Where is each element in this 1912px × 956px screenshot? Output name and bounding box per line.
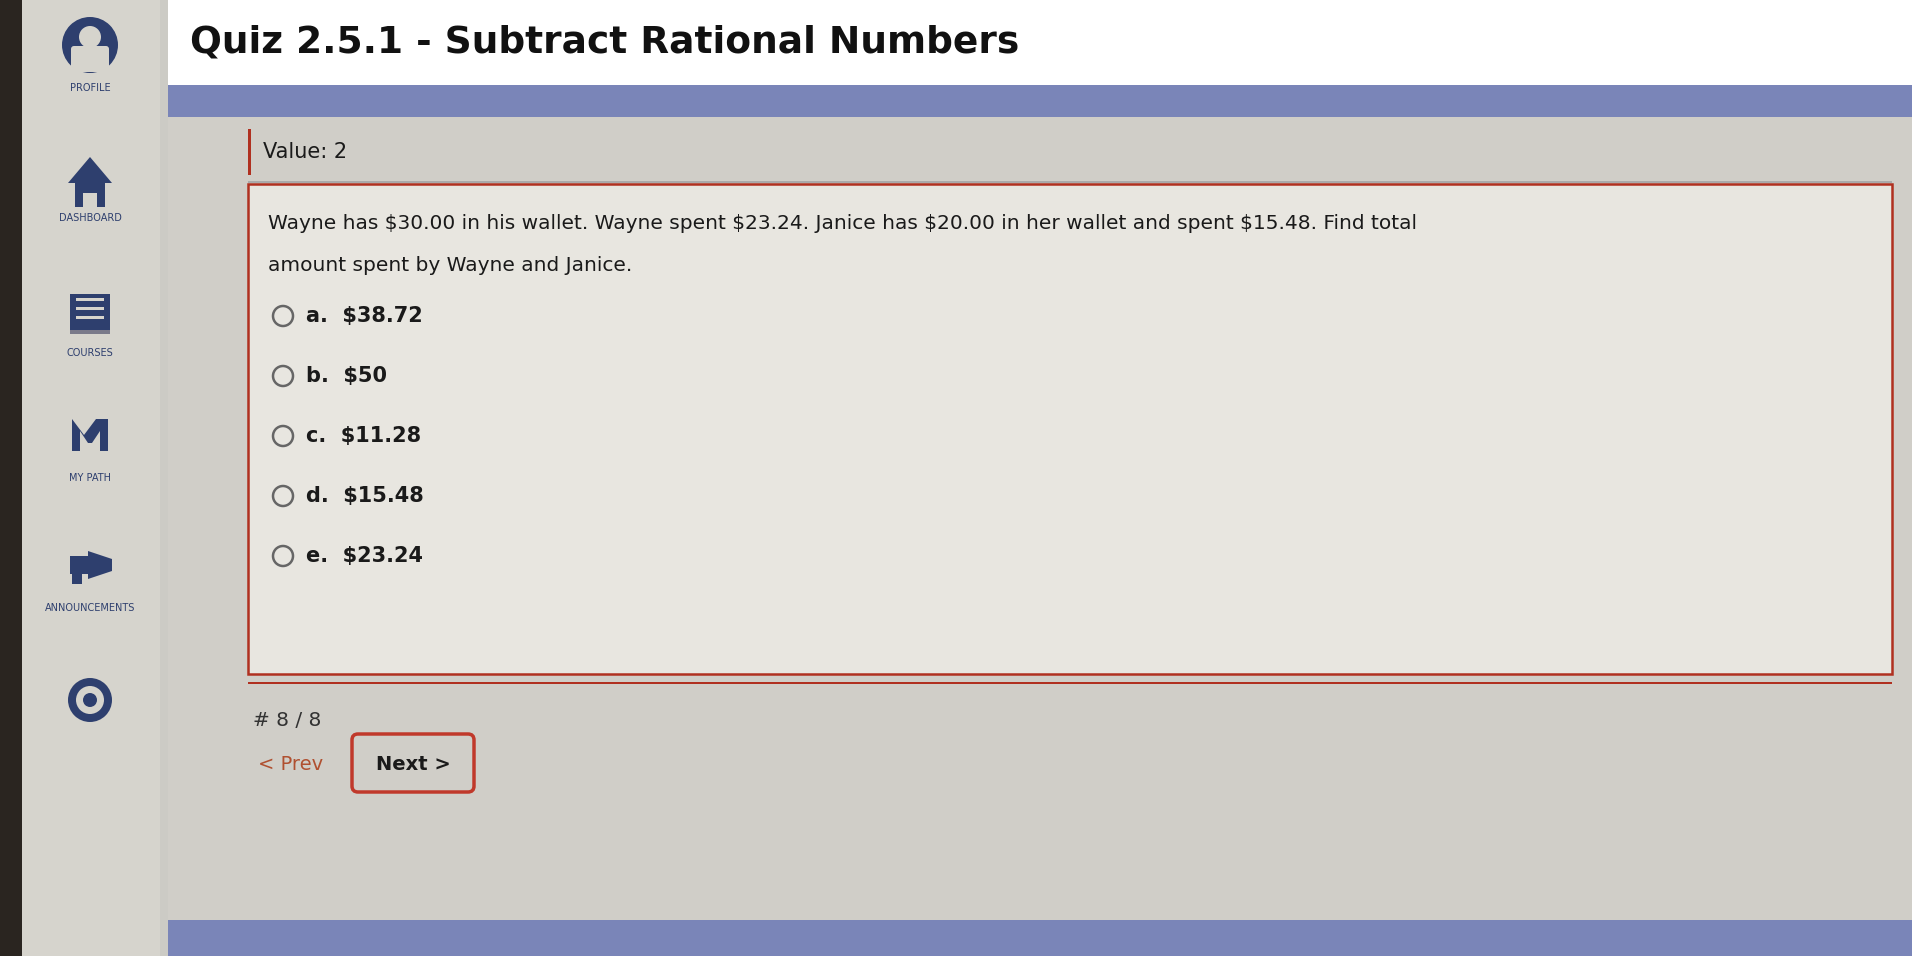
- FancyBboxPatch shape: [352, 734, 474, 792]
- Bar: [168, 117, 1912, 956]
- Bar: [82, 193, 98, 207]
- Text: b.  \$50: b. \$50: [306, 366, 386, 386]
- Text: Next >: Next >: [375, 754, 451, 773]
- Polygon shape: [88, 551, 113, 579]
- Circle shape: [69, 678, 113, 722]
- Circle shape: [61, 17, 119, 73]
- Text: Quiz 2.5.1 - Subtract Rational Numbers: Quiz 2.5.1 - Subtract Rational Numbers: [189, 25, 1019, 60]
- Bar: [75, 183, 105, 207]
- Text: ANNOUNCEMENTS: ANNOUNCEMENTS: [44, 603, 136, 613]
- Text: < Prev: < Prev: [258, 754, 323, 773]
- Bar: [76, 316, 103, 319]
- Polygon shape: [69, 157, 113, 183]
- Bar: [0, 0, 161, 956]
- Bar: [71, 556, 88, 574]
- Circle shape: [76, 686, 103, 714]
- Bar: [0, 0, 23, 956]
- Text: e.  \$23.24: e. \$23.24: [306, 546, 423, 566]
- Bar: [71, 330, 111, 334]
- Bar: [76, 298, 103, 301]
- Text: PROFILE: PROFILE: [69, 83, 111, 93]
- Bar: [71, 294, 111, 330]
- Text: MY PATH: MY PATH: [69, 473, 111, 483]
- Text: Wayne has \$30.00 in his wallet. Wayne spent \$23.24. Janice has \$20.00 in her : Wayne has \$30.00 in his wallet. Wayne s…: [268, 214, 1417, 233]
- Text: d.  \$15.48: d. \$15.48: [306, 486, 424, 506]
- Circle shape: [82, 693, 98, 707]
- Text: a.  \$38.72: a. \$38.72: [306, 306, 423, 326]
- Text: c.  \$11.28: c. \$11.28: [306, 426, 421, 446]
- FancyBboxPatch shape: [249, 184, 1893, 674]
- Bar: [76, 307, 103, 310]
- Bar: [73, 574, 82, 584]
- Text: COURSES: COURSES: [67, 348, 113, 358]
- Bar: [168, 920, 1912, 956]
- Bar: [249, 181, 1893, 183]
- Polygon shape: [73, 419, 107, 451]
- Bar: [249, 682, 1893, 684]
- Circle shape: [78, 26, 101, 48]
- FancyBboxPatch shape: [71, 46, 109, 72]
- Text: Value: 2: Value: 2: [264, 142, 348, 162]
- Bar: [168, 85, 1912, 117]
- Text: DASHBOARD: DASHBOARD: [59, 213, 122, 223]
- Bar: [168, 0, 1912, 85]
- Text: amount spent by Wayne and Janice.: amount spent by Wayne and Janice.: [268, 256, 633, 275]
- Bar: [249, 129, 250, 175]
- Text: # 8 / 8: # 8 / 8: [252, 710, 321, 729]
